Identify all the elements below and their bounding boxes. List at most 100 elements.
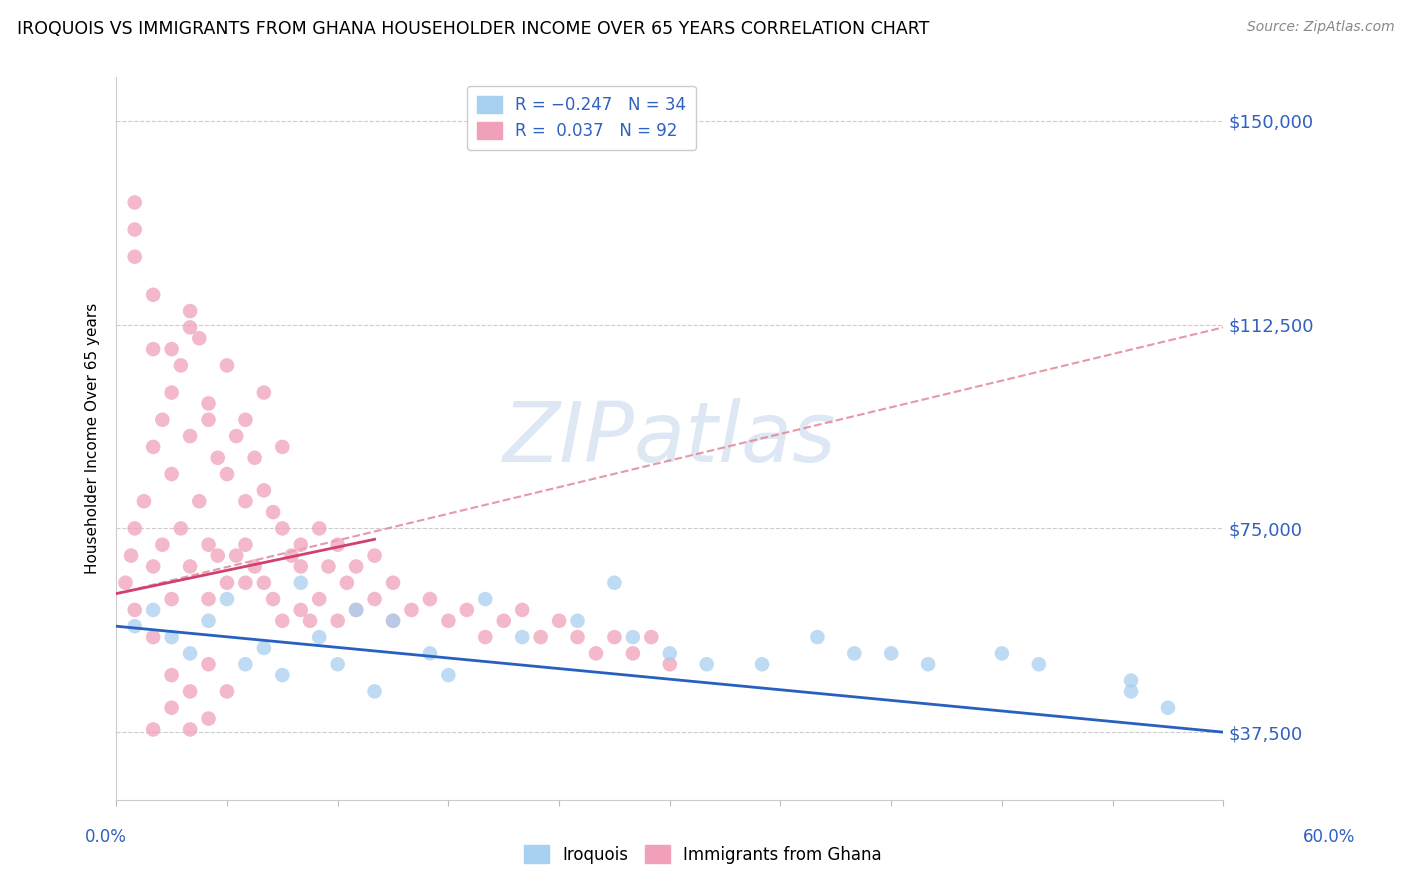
Point: [548, 614, 571, 628]
Point: [280, 549, 302, 563]
Point: [179, 684, 201, 698]
Point: [298, 614, 321, 628]
Point: [991, 646, 1014, 660]
Point: [215, 592, 238, 607]
Point: [243, 559, 266, 574]
Point: [124, 195, 146, 210]
Point: [1028, 657, 1050, 672]
Point: [142, 440, 165, 454]
Point: [401, 603, 423, 617]
Point: [142, 603, 165, 617]
Point: [160, 385, 183, 400]
Point: [215, 684, 238, 698]
Point: [179, 320, 201, 334]
Point: [318, 559, 340, 574]
Point: [382, 614, 405, 628]
Point: [326, 538, 349, 552]
Point: [567, 614, 589, 628]
Point: [197, 413, 219, 427]
Point: [215, 467, 238, 481]
Point: [152, 413, 174, 427]
Point: [235, 538, 257, 552]
Point: [179, 723, 201, 737]
Point: [658, 646, 681, 660]
Point: [510, 603, 533, 617]
Point: [142, 287, 165, 301]
Point: [179, 429, 201, 443]
Text: 0.0%: 0.0%: [84, 828, 127, 846]
Point: [124, 222, 146, 236]
Point: [363, 549, 385, 563]
Point: [917, 657, 939, 672]
Point: [290, 575, 312, 590]
Point: [510, 630, 533, 644]
Point: [585, 646, 607, 660]
Point: [142, 559, 165, 574]
Point: [492, 614, 515, 628]
Point: [603, 575, 626, 590]
Point: [437, 614, 460, 628]
Point: [215, 359, 238, 373]
Point: [225, 549, 247, 563]
Point: [262, 592, 284, 607]
Point: [640, 630, 662, 644]
Point: [253, 385, 276, 400]
Point: [751, 657, 773, 672]
Point: [326, 657, 349, 672]
Point: [696, 657, 718, 672]
Point: [308, 592, 330, 607]
Point: [844, 646, 866, 660]
Point: [160, 700, 183, 714]
Point: [235, 494, 257, 508]
Point: [382, 614, 405, 628]
Point: [170, 359, 193, 373]
Point: [124, 603, 146, 617]
Point: [197, 396, 219, 410]
Point: [235, 413, 257, 427]
Point: [658, 657, 681, 672]
Point: [344, 603, 367, 617]
Point: [152, 538, 174, 552]
Point: [363, 684, 385, 698]
Point: [179, 646, 201, 660]
Point: [262, 505, 284, 519]
Point: [179, 559, 201, 574]
Point: [419, 646, 441, 660]
Point: [197, 592, 219, 607]
Point: [308, 521, 330, 535]
Point: [567, 630, 589, 644]
Point: [363, 592, 385, 607]
Point: [207, 549, 229, 563]
Point: [1119, 684, 1142, 698]
Point: [197, 538, 219, 552]
Text: ZIPatlas: ZIPatlas: [503, 398, 837, 479]
Point: [197, 614, 219, 628]
Point: [160, 630, 183, 644]
Point: [142, 342, 165, 356]
Point: [308, 630, 330, 644]
Point: [160, 467, 183, 481]
Point: [344, 559, 367, 574]
Point: [419, 592, 441, 607]
Point: [253, 575, 276, 590]
Point: [271, 521, 294, 535]
Point: [114, 575, 136, 590]
Point: [271, 440, 294, 454]
Point: [437, 668, 460, 682]
Point: [170, 521, 193, 535]
Point: [603, 630, 626, 644]
Point: [1157, 700, 1180, 714]
Point: [160, 668, 183, 682]
Text: Source: ZipAtlas.com: Source: ZipAtlas.com: [1247, 20, 1395, 34]
Text: IROQUOIS VS IMMIGRANTS FROM GHANA HOUSEHOLDER INCOME OVER 65 YEARS CORRELATION C: IROQUOIS VS IMMIGRANTS FROM GHANA HOUSEH…: [17, 20, 929, 37]
Point: [1119, 673, 1142, 688]
Point: [880, 646, 903, 660]
Point: [326, 614, 349, 628]
Point: [160, 342, 183, 356]
Point: [142, 630, 165, 644]
Point: [124, 619, 146, 633]
Point: [124, 521, 146, 535]
Text: 60.0%: 60.0%: [1302, 828, 1355, 846]
Point: [474, 630, 496, 644]
Point: [290, 538, 312, 552]
